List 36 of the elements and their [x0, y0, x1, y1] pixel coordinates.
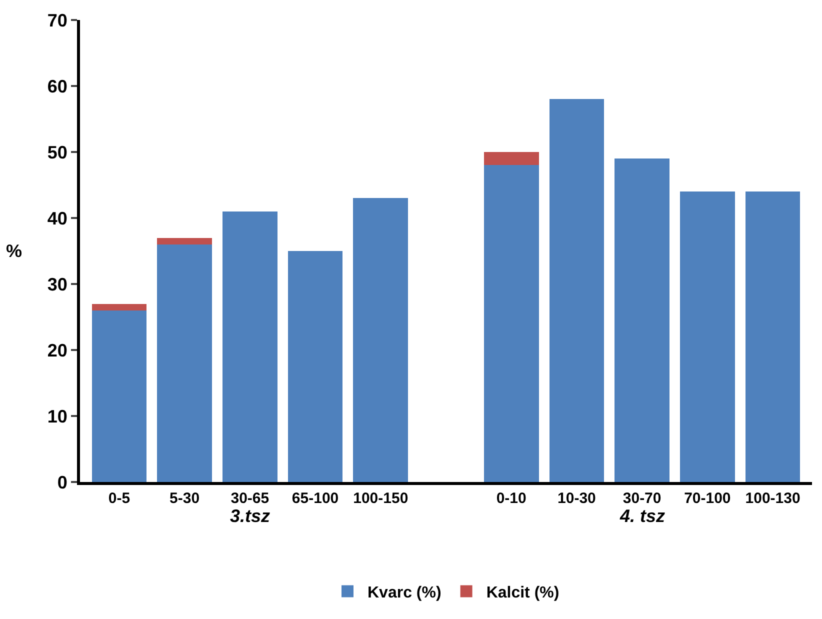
bar [484, 165, 539, 482]
legend-label: Kalcit (%) [486, 584, 560, 602]
y-tick-label: 50 [47, 142, 68, 162]
x-tick-label: 0-5 [108, 490, 130, 507]
x-tick-label: 70-100 [684, 490, 731, 507]
y-tick-label: 40 [47, 208, 68, 228]
y-tick-label: 20 [47, 340, 68, 360]
y-tick-label: 60 [47, 76, 68, 96]
x-tick-label: 30-65 [230, 490, 270, 507]
x-tick-label: 30-70 [622, 490, 662, 507]
x-tick-label: 10-30 [558, 490, 596, 507]
bar [680, 192, 735, 482]
y-tick-label: 70 [47, 10, 68, 30]
x-tick-label: 100-150 [353, 490, 408, 507]
bar [92, 304, 147, 310]
bar [353, 198, 408, 482]
x-tick-label: 65-100 [292, 490, 339, 507]
bar [549, 99, 604, 482]
y-tick-label: 10 [47, 406, 68, 426]
y-axis-title: % [6, 241, 22, 261]
y-tick-label: 30 [47, 274, 68, 294]
bar [92, 310, 147, 482]
x-tick-label: 5-30 [170, 490, 200, 507]
bar [484, 152, 539, 166]
y-tick-label: 0 [57, 472, 68, 492]
legend-label: Kvarc (%) [368, 584, 442, 602]
x-tick-label: 0-10 [496, 490, 526, 507]
bar [157, 244, 212, 482]
text: 4. tsz [619, 506, 666, 526]
bar [222, 211, 278, 482]
bar [157, 238, 212, 244]
bar [745, 192, 800, 482]
x-tick-label: 100-130 [745, 490, 800, 507]
text: 3.tsz [230, 506, 270, 526]
bar [288, 251, 343, 482]
bar [614, 158, 670, 482]
